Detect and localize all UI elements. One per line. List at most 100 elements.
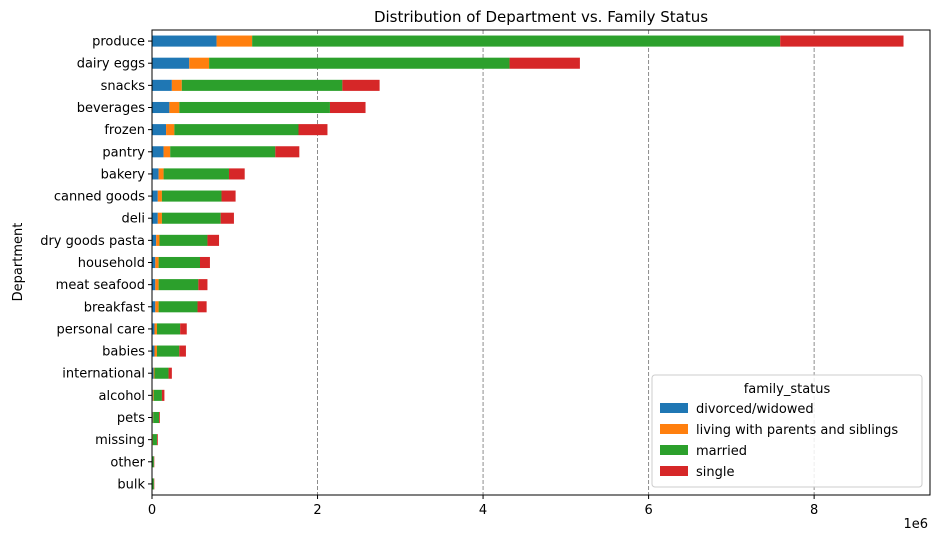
legend-label: divorced/widowed (696, 402, 814, 417)
bar-segment (174, 124, 299, 136)
legend-swatch (660, 424, 688, 434)
y-tick-label: frozen (104, 123, 145, 138)
bar-segment (152, 367, 154, 379)
bar-segment (156, 234, 160, 246)
bar-segment (180, 323, 187, 335)
legend-label: single (696, 465, 735, 480)
bar-segment (179, 345, 186, 357)
legend-swatch (660, 466, 688, 476)
bar-segment (161, 212, 221, 224)
bar-segment (154, 323, 157, 335)
y-tick-label: other (110, 455, 145, 470)
bar-segment (152, 35, 217, 47)
bars (152, 35, 904, 490)
y-tick-label: missing (95, 433, 145, 448)
legend-box (651, 374, 923, 488)
bar-segment (152, 190, 158, 202)
legend-label: living with parents and siblings (696, 423, 898, 438)
bar-segment (198, 279, 208, 291)
chart-title: Distribution of Department vs. Family St… (374, 8, 708, 26)
x-tick-label: 0 (148, 503, 156, 518)
bar-segment (179, 101, 330, 114)
bar-segment (153, 389, 162, 401)
y-tick-label: dairy eggs (77, 57, 146, 72)
y-tick-label: international (62, 367, 145, 382)
bar-segment (161, 389, 165, 401)
bar-segment (152, 168, 159, 180)
y-tick-label: dry goods pasta (40, 234, 145, 249)
bar-segment (216, 35, 253, 47)
bar-segment (252, 35, 781, 47)
bar-segment (181, 79, 343, 91)
bar-segment (161, 190, 222, 202)
bar-segment (158, 279, 199, 291)
bar-segment (152, 57, 190, 69)
y-tick-label: canned goods (54, 190, 145, 205)
y-tick-label: bulk (117, 477, 145, 492)
y-tick-label: bakery (101, 167, 146, 182)
bar-segment (157, 190, 162, 202)
bar-segment (155, 279, 159, 291)
bar-segment (153, 367, 155, 379)
bar-segment (169, 101, 180, 114)
bar-segment (197, 301, 207, 313)
bar-segment (152, 323, 155, 335)
bar-segment (159, 411, 160, 424)
bar-segment (207, 234, 220, 246)
bar-segment (329, 101, 366, 114)
bar-segment (159, 234, 208, 246)
bar-segment (156, 345, 180, 357)
bar-segment (152, 301, 156, 313)
bar-segment (153, 411, 160, 424)
bar-segment (342, 79, 380, 91)
bar-segment (509, 57, 580, 69)
bar-segment (780, 35, 904, 47)
bar-segment (154, 345, 157, 357)
legend: family_status divorced/widowed living with… (651, 374, 923, 488)
legend-swatch (660, 445, 688, 455)
bar-segment (152, 478, 154, 490)
y-axis-label: Department (11, 223, 26, 302)
bar-segment (200, 256, 210, 269)
y-tick-label: babies (102, 345, 145, 360)
y-tick-label: household (78, 256, 145, 271)
bar-segment (152, 212, 158, 224)
bar-segment (163, 146, 171, 158)
bar-segment (221, 190, 236, 202)
bar-segment (154, 367, 169, 379)
bar-segment (152, 345, 155, 357)
bar-segment (209, 57, 510, 69)
bar-segment (158, 168, 164, 180)
bar-segment (152, 79, 172, 91)
bar-segment (163, 168, 229, 180)
bar-segment (158, 256, 201, 269)
bar-segment (152, 434, 157, 446)
bar-segment (168, 367, 172, 379)
bar-segment (155, 256, 159, 269)
y-axis: produce dairy eggs snacks beverages frozen pa… (40, 35, 152, 492)
bar-segment (152, 456, 154, 468)
x-tick-label: 6 (644, 503, 652, 518)
x-axis-offset-label: 1e6 (903, 517, 928, 532)
bar-segment (152, 101, 170, 114)
bar-segment (275, 146, 300, 158)
y-tick-label: pets (117, 411, 145, 426)
y-tick-label: snacks (101, 79, 146, 94)
legend-title: family_status (744, 382, 831, 397)
bar-segment (152, 234, 157, 246)
y-tick-label: deli (122, 212, 145, 227)
x-tick-label: 8 (810, 503, 818, 518)
bar-segment (155, 301, 159, 313)
bar-segment (170, 146, 276, 158)
y-tick-label: pantry (102, 145, 145, 160)
x-tick-label: 4 (479, 503, 487, 518)
bar-segment (152, 389, 154, 401)
x-axis: 0 2 4 6 8 (148, 495, 818, 518)
y-tick-label: personal care (57, 322, 145, 337)
bar-segment (166, 124, 175, 136)
bar-segment (157, 212, 162, 224)
bar-segment (228, 168, 245, 180)
bar-segment (298, 124, 328, 136)
y-tick-label: beverages (77, 101, 146, 116)
